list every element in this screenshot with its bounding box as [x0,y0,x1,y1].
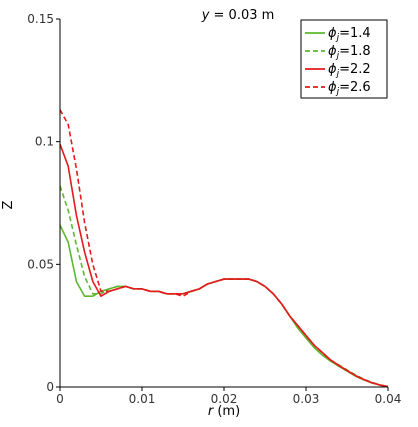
y-tick-label: 0.05 [27,257,54,271]
legend-symbol: ϕ [328,26,337,41]
title-value: = 0.03 m [209,8,274,23]
legend-symbol: ϕ [328,44,337,59]
y-ticks: 0 0.05 0.1 0.15 [27,12,60,394]
title: y = 0.03 m [201,8,275,23]
x-ticks: 0 0.01 0.02 0.03 0.04 [56,387,401,406]
legend-value: =1.8 [339,44,371,59]
legend-label-2: ϕj=1.8 [328,44,371,61]
series-line-4 [59,109,389,388]
x-tick-label: 0.02 [211,392,238,406]
x-axis-unit: (m) [213,404,240,419]
legend-symbol: ϕ [328,80,337,95]
series-line-3 [59,143,389,388]
legend-value: =1.4 [339,26,371,41]
y-axis-label: Z [1,200,16,209]
title-variable: y [201,8,210,23]
series-line-1 [59,224,389,388]
legend-label-1: ϕj=1.4 [328,26,371,43]
legend: ϕj=1.4ϕj=1.8ϕj=2.2ϕj=2.6 [300,19,388,99]
x-axis-label: r (m) [208,404,240,419]
legend-subscript: j [335,51,340,61]
y-tick-label: 0 [46,380,54,394]
y-tick-label: 0.15 [27,12,54,26]
legend-box [300,19,388,99]
legend-value: =2.2 [339,62,371,77]
x-tick-label: 0.01 [129,392,156,406]
y-tick-label: 0.1 [35,135,54,149]
x-axis-variable: r [208,404,215,419]
legend-label-3: ϕj=2.2 [328,62,371,79]
legend-label-4: ϕj=2.6 [328,80,371,97]
x-tick-label: 0.03 [293,392,320,406]
legend-subscript: j [335,87,340,97]
x-tick-label: 0.04 [375,392,402,406]
legend-value: =2.6 [339,80,371,95]
data-lines [59,109,389,388]
legend-subscript: j [335,33,340,43]
legend-subscript: j [335,69,340,79]
series-line-2 [59,185,389,388]
svg-text:y = 0.03 m: y = 0.03 m [201,8,275,23]
x-tick-label: 0 [56,392,64,406]
legend-symbol: ϕ [328,62,337,77]
